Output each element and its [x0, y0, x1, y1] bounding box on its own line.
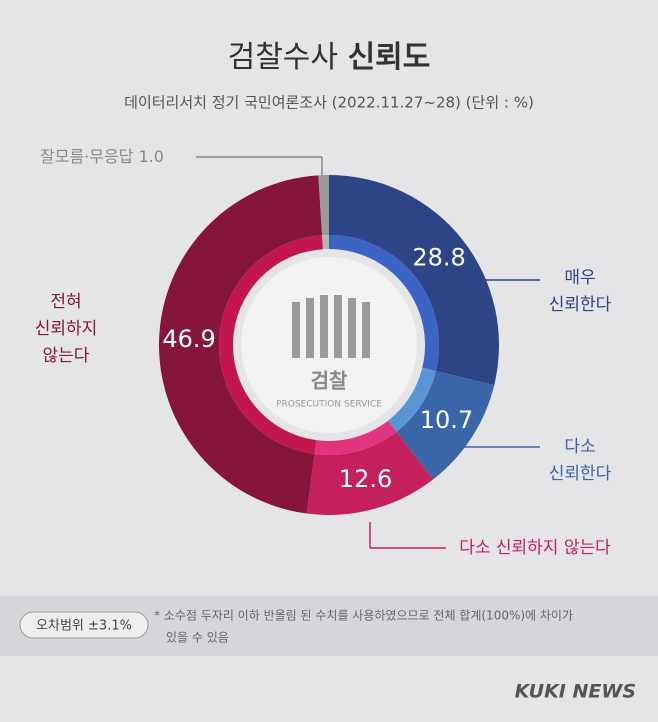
category-label: 전혀: [50, 292, 81, 312]
category-label: 다소 신뢰하지 않는다: [459, 538, 611, 558]
title-bold: 신뢰도: [348, 40, 431, 75]
margin-of-error: 오차범위 ±3.1%: [36, 619, 132, 634]
category-label: 신뢰하지: [35, 319, 98, 339]
logo-text: 검찰: [311, 369, 348, 393]
note-line: 있을 수 있음: [166, 631, 229, 645]
slice-inner: [219, 235, 323, 455]
moe-pill: [19, 611, 149, 639]
category-label: 신뢰한다: [549, 295, 612, 315]
slice: [396, 371, 495, 480]
category-label: 않는다: [43, 346, 90, 366]
slice: [329, 175, 500, 386]
logo-subtext: PROSECUTION SERVICE: [276, 400, 382, 410]
value-label: 1.0: [139, 147, 164, 166]
category-name: 잘모름·무응답: [40, 147, 134, 166]
value-label: 46.9: [162, 325, 215, 353]
slice-inner: [314, 420, 397, 455]
subtitle: 데이터리서치 정기 국민여론조사 (2022.11.27~28) (단위 : %…: [124, 94, 534, 112]
pie: [159, 175, 500, 515]
logo-icon: [292, 295, 370, 358]
category-label: 다소: [564, 437, 595, 457]
note-line: * 소수점 두자리 이하 반올림 된 수치를 사용하였으므로 전체 합계(100…: [154, 609, 573, 623]
slice: [159, 175, 323, 514]
source: KUKI NEWS: [515, 681, 636, 703]
category-label: 잘모름·무응답 1.0: [40, 147, 164, 166]
category-label: 신뢰한다: [549, 464, 612, 484]
slice-inner: [329, 235, 439, 372]
slice: [318, 175, 329, 236]
slice: [306, 431, 434, 515]
slice-inner: [322, 235, 329, 250]
value-label: 28.8: [412, 243, 465, 271]
title-part: 검찰수사: [228, 40, 338, 75]
chart-title: 검찰수사 신뢰도: [228, 40, 431, 75]
slice-inner: [387, 367, 436, 432]
center-disc: [241, 257, 417, 433]
category-label: 매우: [564, 268, 595, 288]
value-label: 10.7: [420, 406, 473, 434]
value-label: 12.6: [339, 465, 392, 493]
